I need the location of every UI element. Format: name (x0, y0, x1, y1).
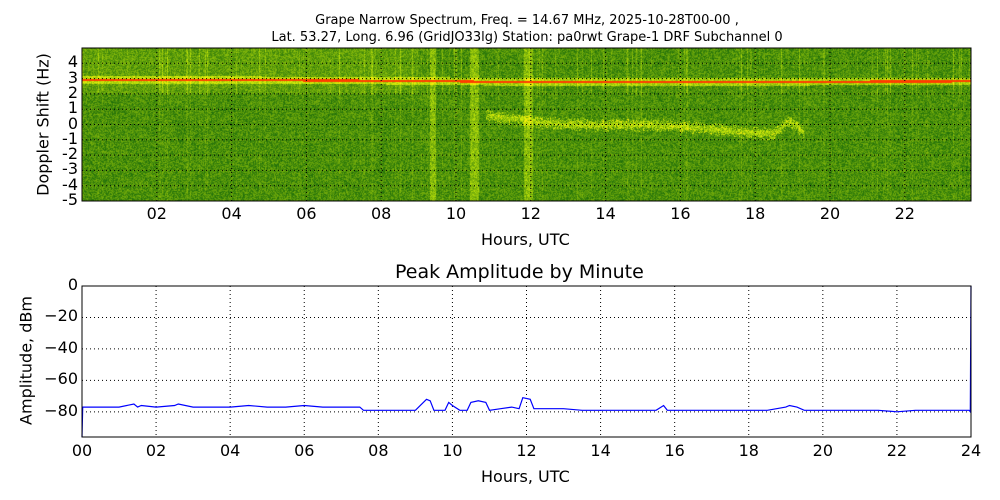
amplitude-ytick-label: 0 (67, 275, 78, 294)
spectrum-xtick-label: 02 (146, 204, 167, 223)
spectrum-ytick-label: -1 (62, 128, 78, 148)
amplitude-xlabel: Hours, UTC (481, 467, 570, 486)
spectrum-ytick-label: 3 (67, 67, 78, 87)
spectrum-ytick-label: -3 (62, 159, 78, 179)
amplitude-xtick-label: 04 (219, 441, 241, 460)
amplitude-xtick-label: 20 (812, 441, 833, 460)
amplitude-ytick-label: −40 (44, 337, 78, 357)
spectrum-xtick-label: 08 (371, 204, 392, 223)
amplitude-xtick-label: 18 (738, 441, 759, 460)
spectrum-xtick-label: 10 (445, 204, 467, 223)
amplitude-xtick-label: 00 (71, 441, 93, 460)
amplitude-frame (81, 285, 972, 438)
amplitude-xtick-label: 24 (960, 441, 982, 460)
spectrum-ytick-label: -2 (62, 144, 78, 164)
spectrum-ylabel: Doppler Shift (Hz) (33, 53, 53, 196)
spectrum-ytick-label: -5 (62, 190, 78, 209)
spectrum-xtick-label: 18 (745, 204, 766, 223)
amplitude-ytick-label: −60 (44, 369, 78, 389)
spectrum-ytick-label: 0 (67, 113, 78, 133)
spectrum-xtick-label: 06 (296, 204, 317, 223)
amplitude-series-line (81, 285, 972, 438)
spectrum-ytick-label: -4 (62, 174, 78, 194)
amplitude-title: Peak Amplitude by Minute (395, 261, 644, 283)
amplitude-xtick-label: 16 (664, 441, 685, 460)
spectrum-xtick-label: 20 (819, 204, 841, 223)
amplitude-xtick-label: 08 (368, 441, 389, 460)
spectrum-xtick-label: 04 (221, 204, 242, 223)
amplitude-xtick-label: 06 (294, 441, 315, 460)
spectrum-xtick-label: 22 (894, 204, 915, 223)
amplitude-xtick-label: 10 (442, 441, 463, 460)
amplitude-xtick-label: 14 (590, 441, 611, 460)
amplitude-ytick-label: −80 (44, 400, 78, 420)
spectrum-xtick-label: 12 (520, 204, 541, 223)
spectrum-xlabel: Hours, UTC (481, 230, 570, 249)
amplitude-ylabel: Amplitude, dBm (16, 296, 36, 425)
amplitude-xtick-label: 22 (886, 441, 908, 460)
spectrum-xtick-label: 16 (670, 204, 691, 223)
amplitude-xtick-label: 02 (145, 441, 167, 460)
spectrum-ytick-label: 2 (67, 82, 78, 102)
amplitude-xtick-label: 12 (516, 441, 537, 460)
spectrum-title-line2: Lat. 53.27, Long. 6.96 (GridJO33lg) Stat… (271, 30, 783, 45)
amplitude-ytick-label: −20 (44, 306, 78, 326)
spectrum-frame (81, 47, 972, 202)
spectrum-ytick-label: 4 (67, 52, 78, 72)
spectrum-ytick-label: 1 (67, 98, 78, 118)
spectrum-xtick-label: 14 (595, 204, 616, 223)
spectrum-title-line1: Grape Narrow Spectrum, Freq. = 14.67 MHz… (315, 13, 739, 28)
